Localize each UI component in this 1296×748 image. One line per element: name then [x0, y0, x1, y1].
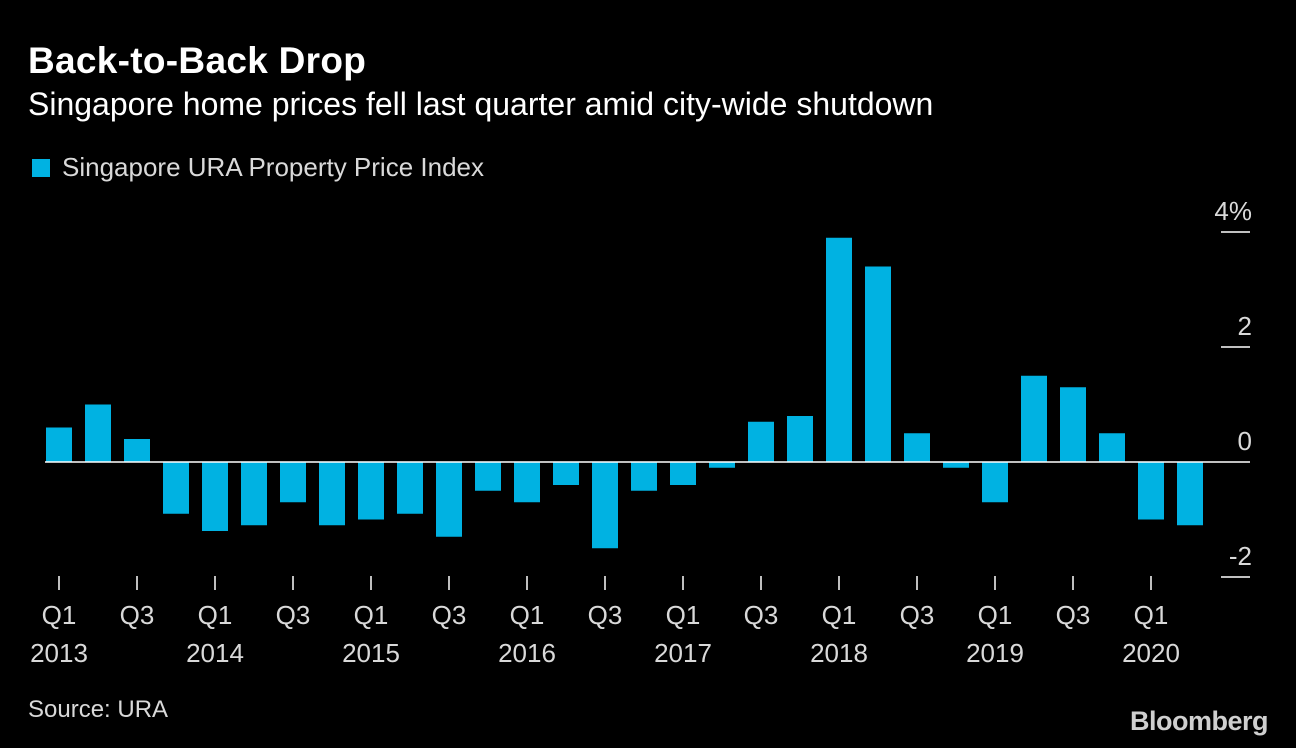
bar: [553, 462, 579, 485]
bar: [358, 462, 384, 520]
x-tick-label-quarter: Q3: [276, 600, 311, 630]
bar: [319, 462, 345, 526]
bar: [397, 462, 423, 514]
legend: Singapore URA Property Price Index: [32, 152, 484, 183]
legend-swatch: [32, 158, 50, 177]
x-tick-label-year: 2020: [1122, 638, 1180, 668]
bar: [163, 462, 189, 514]
bar: [436, 462, 462, 537]
y-tick-label: 2: [1238, 311, 1252, 341]
x-tick-label-quarter: Q1: [42, 600, 77, 630]
bar: [982, 462, 1008, 503]
x-tick-label-quarter: Q3: [1056, 600, 1091, 630]
bar: [787, 416, 813, 462]
x-tick-label-year: 2013: [30, 638, 88, 668]
chart-subtitle: Singapore home prices fell last quarter …: [28, 86, 934, 122]
bar: [943, 462, 969, 468]
bar: [1021, 375, 1047, 462]
bar: [631, 462, 657, 491]
bar: [1138, 462, 1164, 520]
x-tick-label-quarter: Q3: [588, 600, 623, 630]
bar: [1099, 433, 1125, 462]
legend-label: Singapore URA Property Price Index: [62, 152, 484, 182]
chart-title: Back-to-Back Drop: [28, 40, 367, 81]
bar: [85, 404, 111, 462]
x-tick-label-year: 2016: [498, 638, 556, 668]
x-tick-label-year: 2019: [966, 638, 1024, 668]
x-tick-label-quarter: Q3: [432, 600, 467, 630]
y-tick-label: -2: [1229, 541, 1252, 571]
bar: [202, 462, 228, 531]
bar: [1060, 387, 1086, 462]
x-tick-label-quarter: Q3: [900, 600, 935, 630]
bar: [826, 237, 852, 462]
x-tick-label-quarter: Q1: [666, 600, 701, 630]
x-tick-label-quarter: Q1: [510, 600, 545, 630]
y-tick-label: 0: [1238, 426, 1252, 456]
x-tick-label-quarter: Q3: [120, 600, 155, 630]
bloomberg-logo: Bloomberg: [1129, 706, 1269, 736]
x-tick-label-quarter: Q3: [744, 600, 779, 630]
x-tick-label-quarter: Q1: [1134, 600, 1169, 630]
x-tick-label-quarter: Q1: [198, 600, 233, 630]
bar: [280, 462, 306, 503]
x-tick-label-quarter: Q1: [978, 600, 1013, 630]
source-note: Source: URA: [28, 696, 169, 723]
bar: [1177, 462, 1203, 526]
x-tick-label-year: 2015: [342, 638, 400, 668]
bar: [748, 421, 774, 462]
bar: [241, 462, 267, 526]
x-tick-label-year: 2014: [186, 638, 244, 668]
bar: [670, 462, 696, 485]
bar: [904, 433, 930, 462]
bar: [46, 427, 72, 462]
bar: [865, 266, 891, 462]
bar: [124, 439, 150, 462]
bar: [709, 462, 735, 468]
x-tick-label-year: 2018: [810, 638, 868, 668]
x-tick-label-year: 2017: [654, 638, 712, 668]
bar: [592, 462, 618, 549]
bar: [475, 462, 501, 491]
y-tick-label: 4%: [1214, 196, 1252, 226]
x-tick-label-quarter: Q1: [354, 600, 389, 630]
x-tick-label-quarter: Q1: [822, 600, 857, 630]
bar: [514, 462, 540, 503]
